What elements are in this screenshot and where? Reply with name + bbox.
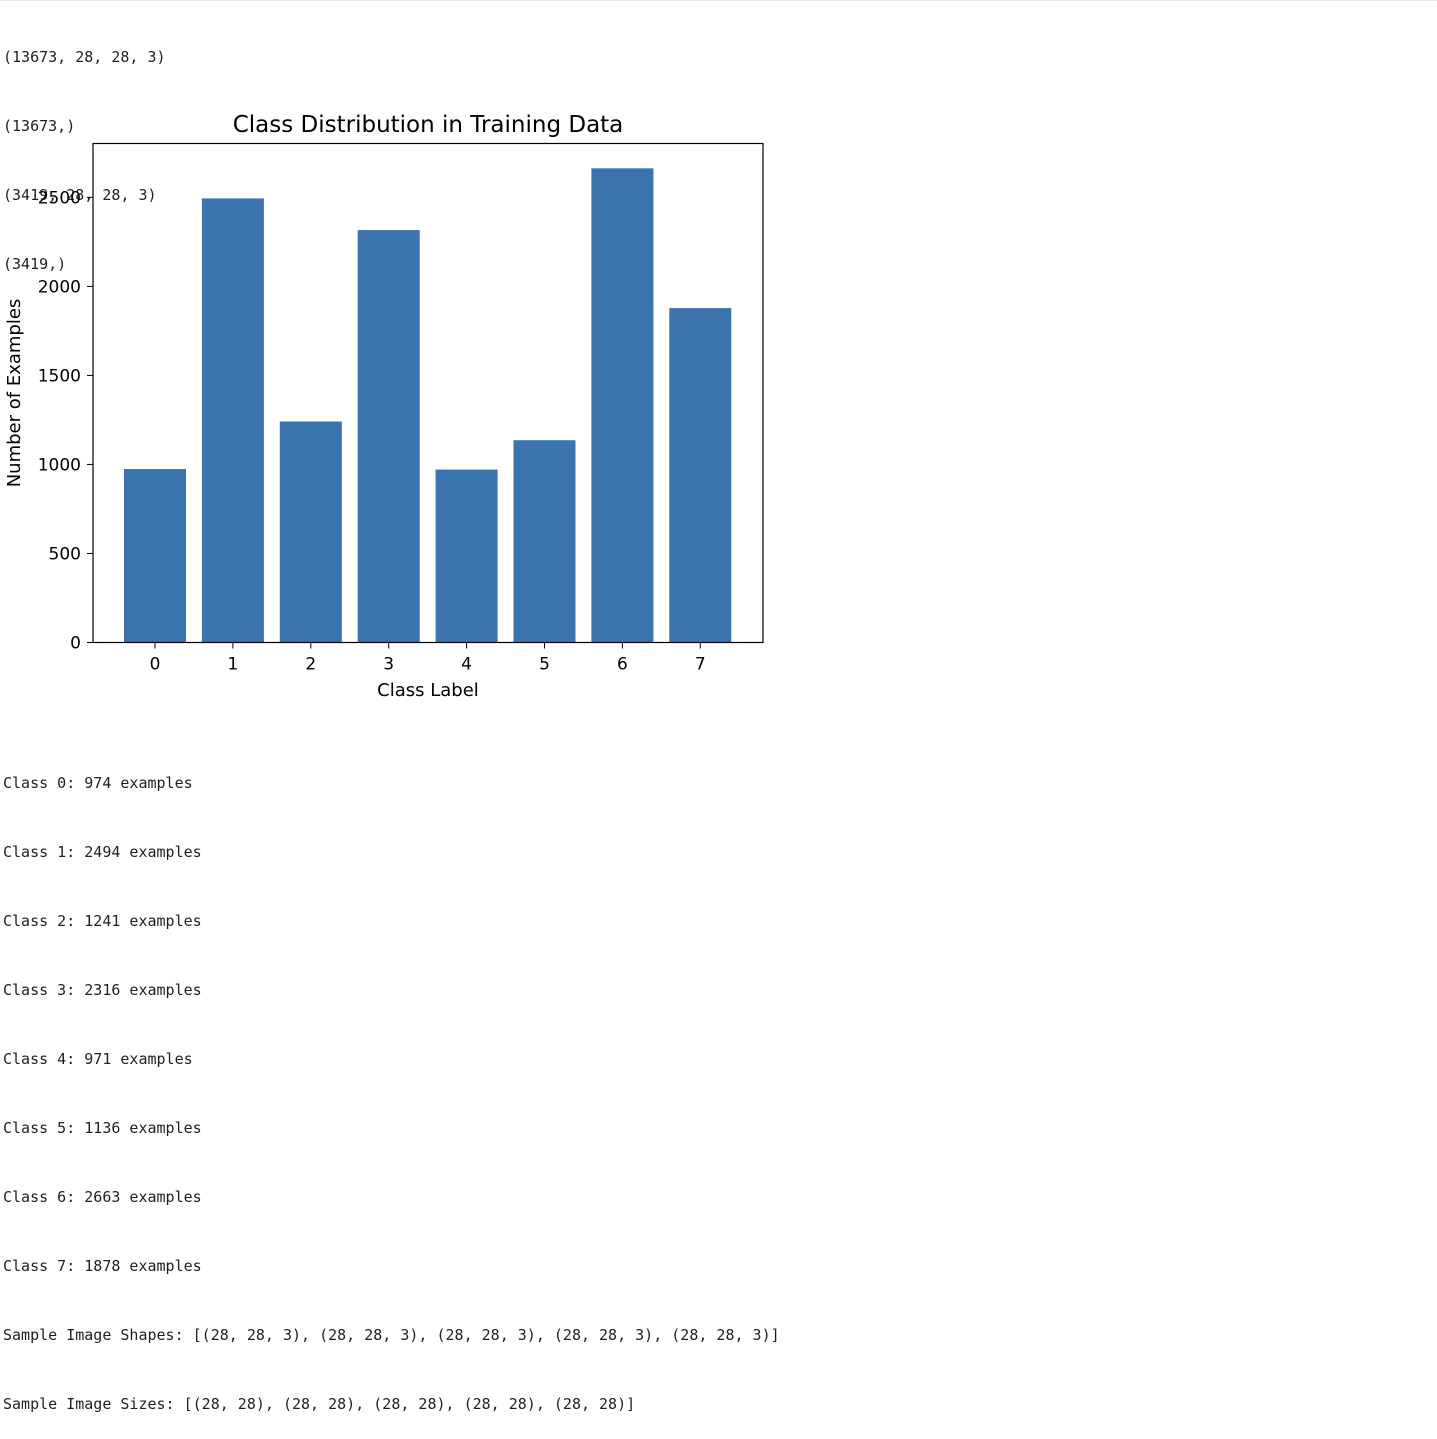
bar-class-7 [669, 308, 732, 643]
x-axis-label: Class Label [377, 680, 479, 701]
bar-class-3 [357, 230, 420, 643]
y-tick-label: 0 [70, 634, 81, 654]
output-line: (13673, 28, 28, 3) [3, 48, 166, 66]
bar-class-0 [124, 469, 186, 643]
x-tick-label: 1 [227, 655, 238, 675]
x-tick-label: 7 [695, 655, 706, 675]
cell-top-border [0, 0, 1437, 1]
bar-class-5 [513, 440, 576, 643]
output-line: (3419, 28, 28, 3) [3, 186, 157, 204]
output-line: Class 4: 971 examples [3, 1050, 193, 1068]
output-line: Class 2: 1241 examples [3, 912, 202, 930]
cell-output-class-counts: Class 0: 974 examples Class 1: 2494 exam… [3, 726, 780, 1439]
y-axis-label: Number of Examples [4, 299, 25, 488]
output-line: Sample Image Shapes: [(28, 28, 3), (28, … [3, 1326, 780, 1344]
y-tick-label: 1000 [38, 455, 81, 475]
output-line: Class 7: 1878 examples [3, 1257, 202, 1275]
bar-class-1 [201, 198, 264, 643]
y-tick-label: 1500 [38, 366, 81, 386]
output-line: Class 1: 2494 examples [3, 843, 202, 861]
x-tick-label: 5 [539, 655, 550, 675]
output-line: Class 5: 1136 examples [3, 1119, 202, 1137]
output-line: Sample Image Sizes: [(28, 28), (28, 28),… [3, 1395, 636, 1413]
x-tick-label: 0 [150, 655, 161, 675]
x-axis: 0 1 2 3 4 5 6 7 [150, 642, 706, 675]
x-tick-label: 2 [305, 655, 316, 675]
y-axis: 0 500 1000 1500 2000 2500 [38, 188, 93, 654]
bar-class-6 [591, 168, 654, 643]
bar-class-2 [279, 421, 342, 643]
x-tick-label: 4 [461, 655, 472, 675]
chart-title: Class Distribution in Training Data [233, 112, 624, 138]
bar-class-4 [435, 469, 498, 643]
output-line: (3419,) [3, 255, 67, 273]
y-tick-label: 500 [49, 544, 81, 564]
output-line: (13673,) [3, 117, 76, 135]
output-line: Class 0: 974 examples [3, 774, 193, 792]
plot-frame [92, 142, 764, 644]
y-tick-label: 2000 [38, 277, 81, 297]
bars-group [124, 168, 732, 643]
x-tick-label: 6 [617, 655, 628, 675]
bar-chart: Class Distribution in Training Data 0500… [4, 112, 764, 701]
output-line: Class 3: 2316 examples [3, 981, 202, 999]
y-tick-label: 2500 [38, 188, 81, 208]
x-tick-label: 3 [383, 655, 394, 675]
cell-output-shapes: (13673, 28, 28, 3) (13673,) (3419, 28, 2… [3, 0, 166, 299]
output-line: Class 6: 2663 examples [3, 1188, 202, 1206]
